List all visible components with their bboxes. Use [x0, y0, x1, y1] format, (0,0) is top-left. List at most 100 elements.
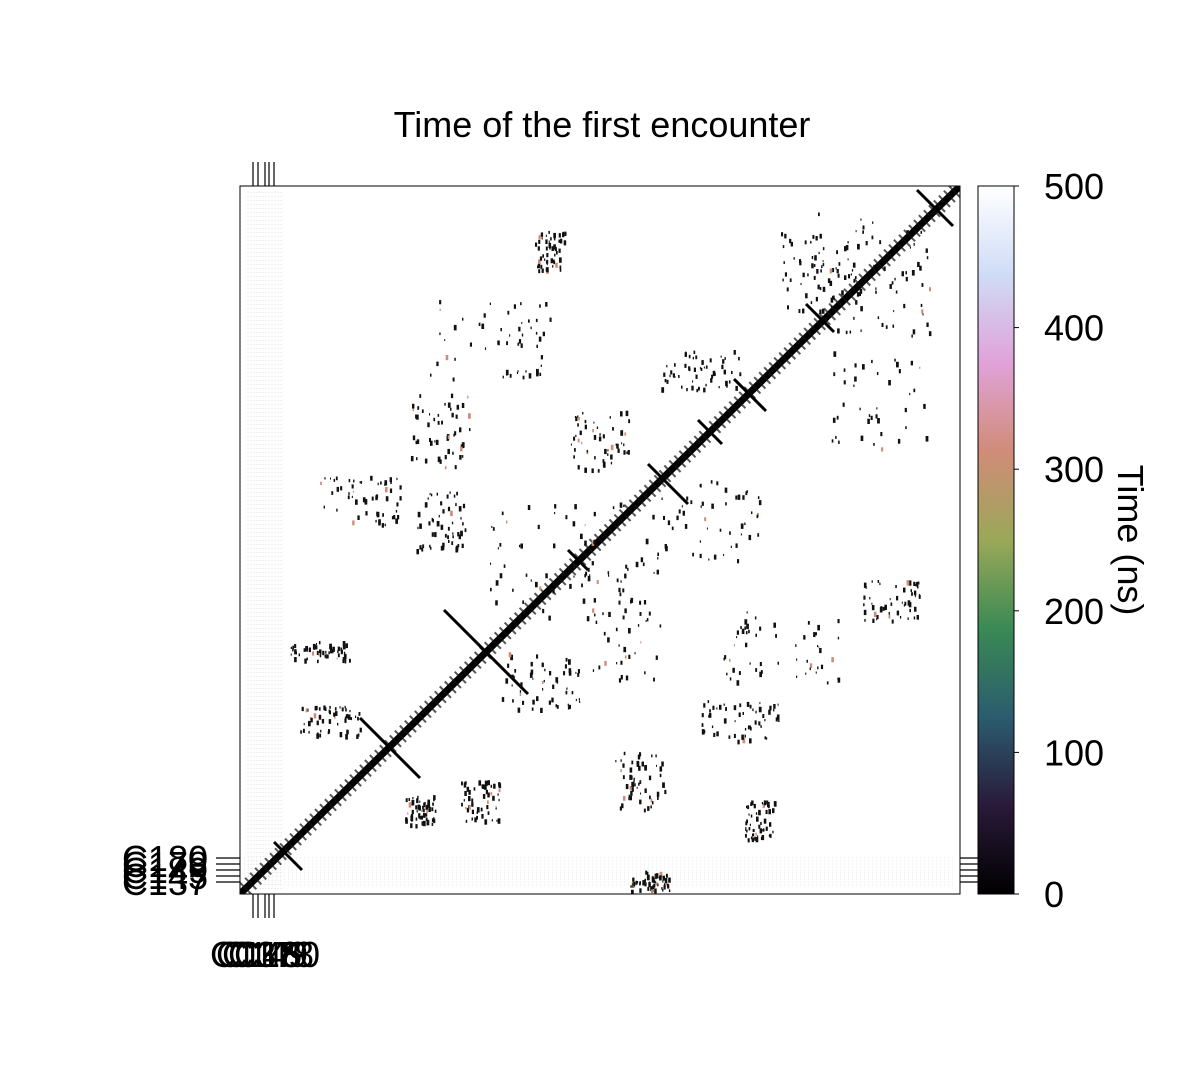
contact-cell	[437, 420, 440, 425]
contact-cell	[787, 305, 789, 310]
contact-cell	[552, 589, 555, 594]
contact-cell	[461, 543, 464, 548]
contact-cell	[568, 704, 571, 709]
contact-cell	[620, 430, 624, 436]
contact-cell	[435, 439, 439, 445]
contact-cell	[875, 290, 877, 294]
contact-cell	[799, 260, 802, 266]
contact-cell	[859, 292, 861, 297]
contact-cell	[749, 662, 751, 665]
contact-cell	[862, 225, 865, 230]
contact-cell	[873, 264, 875, 268]
contact-cell	[668, 889, 671, 893]
contact-cell	[335, 711, 338, 716]
contact-cell	[847, 258, 849, 261]
contact-cell	[705, 383, 707, 387]
contact-cell	[464, 791, 467, 796]
contact-cell	[317, 659, 319, 664]
contact-cell	[726, 384, 728, 388]
contact-cell	[871, 602, 873, 605]
contact-cell	[638, 765, 641, 771]
contact-cell	[602, 461, 606, 467]
contact-cell	[619, 806, 622, 811]
contact-cell	[419, 816, 422, 820]
contact-cell	[553, 237, 556, 241]
contact-cell	[347, 495, 350, 500]
contact-cell	[595, 620, 598, 624]
contact-cell	[748, 534, 752, 541]
contact-cell	[421, 809, 423, 812]
contact-cell	[304, 658, 307, 664]
contact-cell	[342, 659, 345, 664]
contact-cell	[899, 615, 902, 619]
contact-cell	[451, 541, 454, 545]
contact-cell	[616, 662, 618, 665]
contact-cell	[439, 308, 441, 311]
contact-cell	[607, 449, 609, 452]
contact-cell	[735, 385, 738, 391]
contact-cell	[838, 440, 840, 444]
contact-cell	[563, 240, 567, 246]
colorbar-tick-label: 100	[1044, 732, 1104, 773]
contact-cell	[853, 384, 855, 387]
contact-cell	[462, 317, 464, 321]
contact-cell	[607, 571, 610, 575]
contact-cell	[875, 414, 878, 419]
contact-cell	[776, 714, 780, 720]
contact-cell	[625, 564, 628, 569]
contact-cell	[419, 545, 422, 550]
contact-cell	[520, 302, 522, 306]
contact-cell	[574, 448, 576, 452]
contact-cell	[444, 339, 446, 342]
colorbar-gradient	[977, 185, 1015, 895]
contact-cell	[733, 644, 735, 647]
contact-cell	[549, 317, 552, 322]
contact-cell	[478, 322, 481, 326]
contact-cell	[343, 653, 347, 660]
contact-cell	[669, 374, 671, 378]
contact-cell	[762, 828, 765, 832]
contact-cell	[498, 798, 500, 802]
contact-cell	[463, 799, 465, 802]
contact-cell	[636, 762, 640, 767]
contact-cell	[329, 710, 331, 715]
contact-cell	[637, 754, 641, 760]
contact-cell	[411, 814, 413, 818]
contact-cell	[416, 810, 418, 813]
contact-cell	[642, 880, 645, 886]
contact-cell	[837, 328, 840, 334]
contact-cell	[631, 889, 634, 894]
contact-cell	[424, 502, 428, 508]
contact-cell	[453, 494, 456, 498]
contact-cell	[541, 662, 544, 668]
contact-cell	[761, 802, 763, 805]
contact-cell	[385, 487, 388, 493]
contact-cell	[562, 231, 565, 235]
contact-cell	[758, 500, 762, 506]
contact-cell	[877, 580, 880, 583]
contact-cell	[688, 354, 691, 359]
contact-cell	[873, 611, 877, 617]
contact-cell	[539, 586, 542, 591]
contact-cell	[725, 707, 727, 711]
contact-cell	[426, 819, 430, 826]
contact-cell	[881, 322, 884, 327]
contact-cell	[860, 329, 862, 332]
contact-cell	[416, 798, 419, 804]
contact-cell	[773, 708, 775, 712]
contact-cell	[631, 787, 634, 792]
contact-cell	[393, 515, 396, 520]
contact-cell	[540, 707, 543, 713]
contact-cell	[624, 573, 627, 579]
contact-cell	[429, 413, 431, 416]
contact-cell	[491, 525, 493, 528]
contact-cell	[769, 822, 772, 827]
contact-cell	[831, 439, 834, 443]
contact-cell	[720, 355, 722, 358]
contact-cell	[919, 265, 922, 271]
contact-cell	[747, 805, 750, 810]
contact-cell	[759, 828, 763, 834]
contact-cell	[804, 240, 807, 245]
contact-cell	[624, 432, 627, 436]
